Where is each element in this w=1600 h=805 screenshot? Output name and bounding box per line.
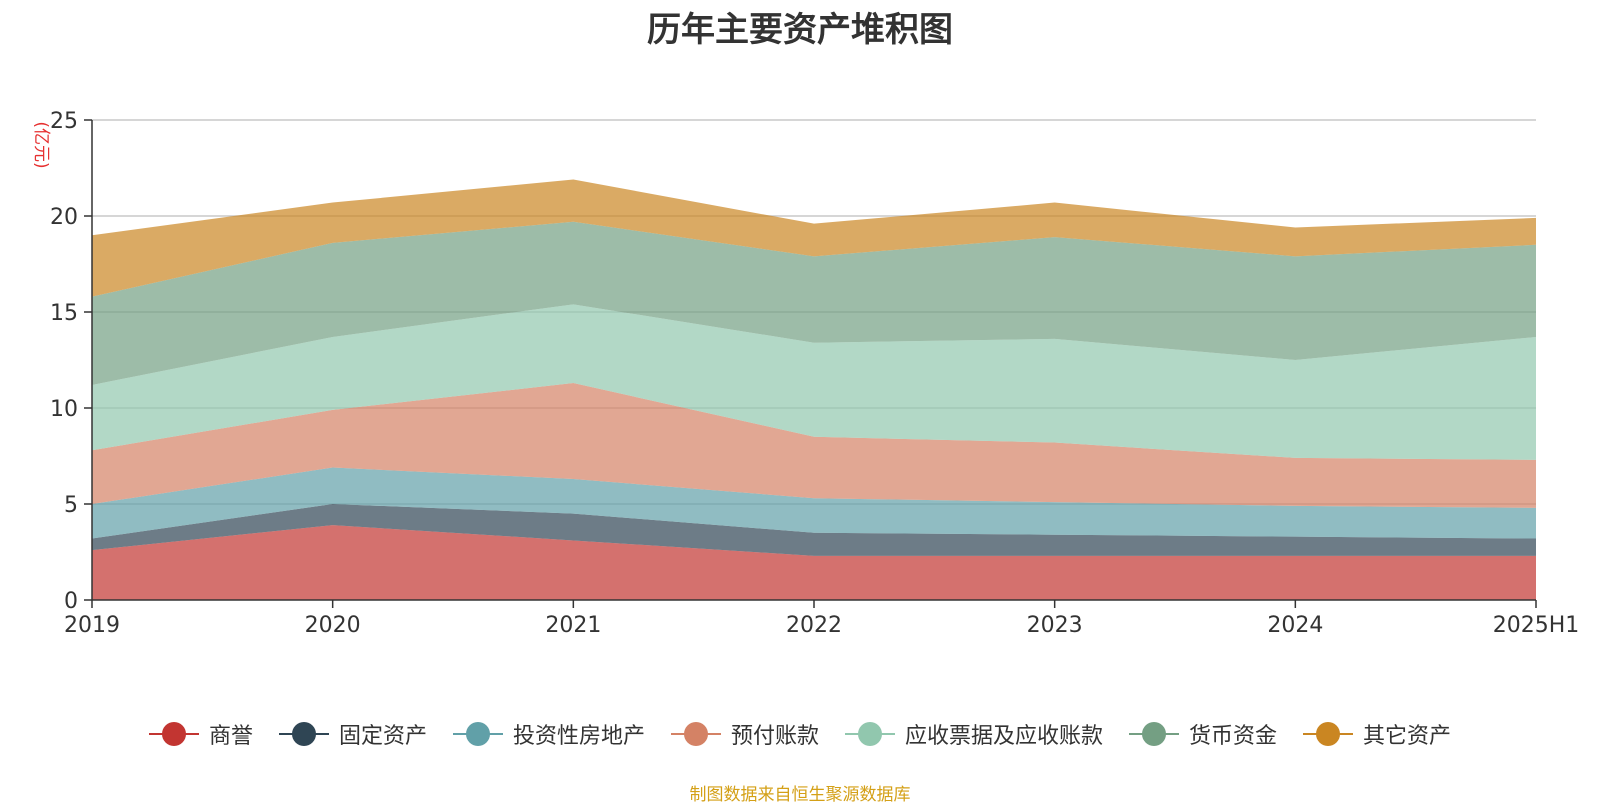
legend-item[interactable]: 其它资产: [1303, 718, 1451, 750]
legend-label: 货币资金: [1189, 724, 1278, 749]
legend-item[interactable]: 商誉: [148, 718, 253, 750]
x-tick-label: 2022: [786, 613, 842, 638]
legend-item[interactable]: 货币资金: [1129, 718, 1277, 750]
y-tick-label: 0: [64, 589, 78, 614]
y-axis-unit-label: (亿元): [31, 121, 51, 168]
y-tick-label: 25: [50, 109, 78, 134]
area-series-1[interactable]: [92, 504, 1536, 556]
legend-marker-icon: [1129, 722, 1180, 746]
y-tick-label: 5: [64, 493, 78, 518]
x-tick-label: 2020: [305, 613, 361, 638]
legend-label: 预付账款: [730, 724, 819, 749]
legend-label: 投资性房地产: [512, 724, 645, 749]
area-series-0[interactable]: [92, 525, 1536, 600]
area-series-2[interactable]: [92, 467, 1536, 539]
legend: 商誉 固定资产 投资性房地产 预付账款 应收票据及应收账款 货币资金 其它资产: [0, 718, 1600, 750]
legend-marker-icon: [845, 722, 895, 746]
legend-marker-icon: [452, 722, 503, 746]
chart-title: 历年主要资产堆积图: [647, 10, 953, 50]
x-tick-label: 2021: [545, 613, 601, 638]
legend-label: 应收票据及应收账款: [905, 724, 1104, 749]
area-series-4[interactable]: [92, 304, 1536, 460]
area-series-6[interactable]: [92, 179, 1536, 297]
x-tick-label: 2024: [1267, 613, 1323, 638]
x-tick-label: 2023: [1027, 613, 1083, 638]
legend-item[interactable]: 固定资产: [278, 718, 427, 750]
y-tick-label: 20: [50, 205, 78, 230]
x-tick-label: 2019: [64, 613, 120, 638]
legend-label: 其它资产: [1363, 724, 1452, 749]
source-note: 制图数据来自恒生聚源数据库: [689, 785, 911, 805]
area-series-3[interactable]: [92, 383, 1536, 508]
legend-marker-icon: [148, 722, 199, 746]
axes: 0 5 10 15 20 25 2019 2020 2021 2022 2023 2024 2025H1: [50, 109, 1579, 638]
area-series-5[interactable]: [92, 221, 1536, 385]
legend-marker-icon: [1303, 722, 1354, 746]
legend-marker-icon: [278, 722, 329, 746]
legend-label: 商誉: [208, 724, 253, 749]
legend-item[interactable]: 投资性房地产: [452, 718, 645, 750]
legend-item[interactable]: 预付账款: [670, 718, 819, 750]
y-tick-label: 10: [50, 397, 78, 422]
y-tick-label: 15: [50, 301, 78, 326]
legend-label: 固定资产: [338, 724, 427, 749]
x-tick-label: 2025H1: [1493, 613, 1580, 638]
legend-marker-icon: [670, 722, 721, 746]
legend-item[interactable]: 应收票据及应收账款: [845, 718, 1103, 750]
area-series: [92, 179, 1536, 600]
